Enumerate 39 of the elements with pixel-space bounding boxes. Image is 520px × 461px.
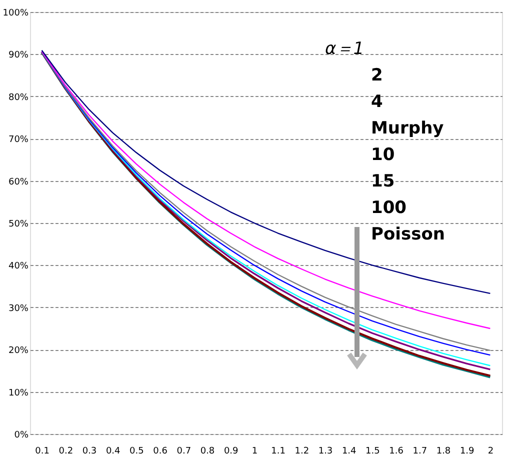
x-tick-label: 1.6 [389, 446, 404, 456]
y-tick-label: 20% [8, 346, 29, 356]
y-tick-label: 90% [8, 50, 29, 61]
y-tick-label: 80% [8, 92, 29, 103]
y-tick-label: 50% [8, 220, 29, 230]
y-tick-label: 10% [8, 388, 29, 398]
y-tick-label: 30% [8, 304, 29, 314]
annotation: 4 [371, 92, 383, 112]
annotation: 10 [371, 145, 395, 165]
x-tick-label: 0.5 [130, 446, 144, 456]
y-tick-label: 60% [8, 177, 29, 188]
y-tick-label: 100% [2, 8, 29, 18]
annotation: 2 [371, 66, 383, 86]
x-tick-label: 0.7 [176, 446, 192, 456]
x-tick-label: 2 [488, 446, 494, 456]
y-tick-label: 0% [14, 430, 29, 440]
x-tick-label: 1.4 [342, 446, 357, 456]
x-tick-label: 1.3 [318, 446, 333, 456]
x-tick-label: 0.4 [106, 446, 121, 456]
y-tick-label: 70% [8, 135, 29, 146]
x-tick-label: 1.8 [436, 446, 451, 456]
x-tick-label: 1.2 [294, 446, 310, 456]
annotation: α＝1 [325, 39, 364, 59]
x-tick-label: 0.8 [200, 446, 215, 456]
x-tick-label: 0.2 [58, 446, 74, 456]
x-tick-label: 1.5 [366, 446, 380, 456]
x-tick-label: 0.6 [153, 446, 168, 456]
annotation: Murphy [371, 118, 444, 138]
x-tick-label: 1.1 [271, 446, 286, 456]
annotation: 15 [371, 172, 395, 192]
x-tick-label: 0.9 [224, 446, 239, 456]
x-tick-label: 0.1 [35, 446, 50, 456]
x-tick-label: 1 [252, 446, 258, 456]
annotation: Poisson [371, 224, 445, 244]
annotation: 100 [371, 198, 407, 218]
y-tick-label: 40% [8, 262, 29, 272]
x-tick-label: 1.9 [460, 446, 475, 456]
x-tick-label: 1.7 [412, 446, 428, 456]
x-tick-label: 0.3 [82, 446, 97, 456]
